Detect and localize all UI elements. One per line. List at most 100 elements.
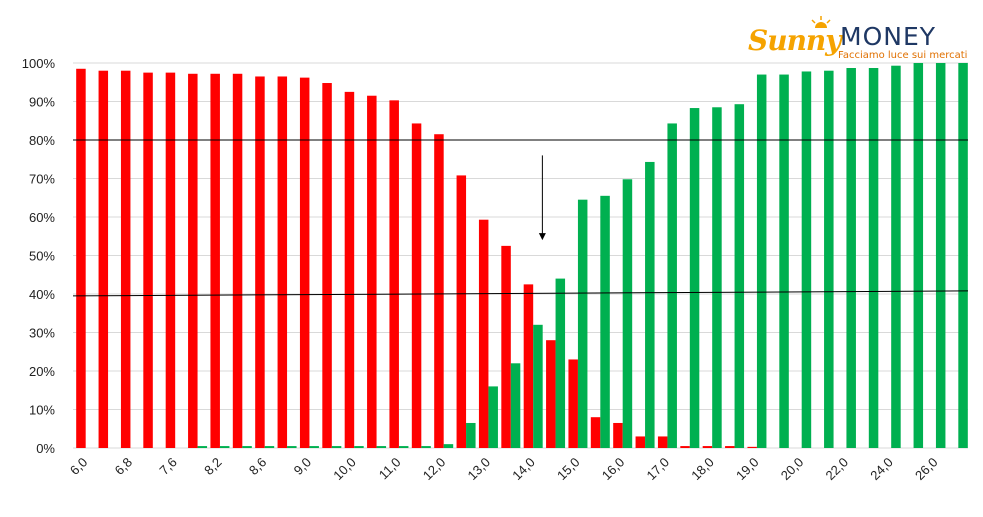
bar-green bbox=[577, 199, 588, 448]
x-tick-label: 8,2 bbox=[201, 455, 224, 478]
bar-green bbox=[264, 446, 275, 448]
bar-red bbox=[568, 359, 578, 448]
bar-green bbox=[331, 446, 342, 448]
logo-brand-right: MONEY bbox=[840, 22, 937, 51]
bar-green bbox=[645, 161, 655, 448]
bar-red bbox=[389, 100, 399, 448]
x-tick-label: 10,0 bbox=[330, 455, 359, 484]
sun-icon bbox=[811, 16, 831, 28]
bar-green bbox=[779, 74, 789, 449]
bar-green bbox=[533, 324, 543, 448]
bar-red bbox=[367, 95, 377, 448]
bar-green bbox=[712, 107, 722, 449]
bar-green bbox=[354, 446, 364, 448]
bar-green bbox=[868, 68, 879, 448]
bar-red bbox=[590, 417, 601, 448]
bar-green bbox=[913, 63, 924, 448]
bar-green bbox=[398, 446, 409, 448]
bar-red bbox=[478, 219, 489, 448]
bar-red bbox=[232, 73, 243, 448]
bar-green bbox=[622, 179, 633, 448]
bar-red bbox=[165, 72, 176, 448]
bar-green bbox=[824, 70, 834, 448]
y-tick-label: 0% bbox=[36, 441, 55, 456]
y-tick-label: 70% bbox=[29, 172, 55, 187]
y-tick-label: 100% bbox=[22, 56, 56, 71]
y-tick-label: 20% bbox=[29, 364, 55, 379]
bar-red bbox=[523, 284, 534, 448]
bar-red bbox=[120, 70, 131, 448]
bar-green bbox=[309, 446, 319, 448]
bar-green bbox=[689, 108, 700, 449]
bar-green bbox=[443, 444, 454, 448]
bar-red bbox=[344, 91, 355, 448]
bar-red bbox=[725, 446, 735, 448]
bar-red bbox=[501, 245, 511, 448]
y-tick-label: 30% bbox=[29, 326, 55, 341]
x-tick-label: 15,0 bbox=[554, 455, 583, 484]
bar-red bbox=[76, 68, 86, 449]
x-tick-label: 18,0 bbox=[688, 455, 717, 484]
y-tick-label: 40% bbox=[29, 287, 55, 302]
bar-green bbox=[287, 446, 297, 448]
bar-red bbox=[188, 73, 198, 448]
bar-red bbox=[747, 446, 757, 448]
bar-green bbox=[488, 386, 498, 448]
bar-green bbox=[846, 68, 856, 448]
x-tick-label: 13,0 bbox=[465, 455, 494, 484]
bar-red bbox=[657, 436, 668, 448]
x-tick-label: 8,6 bbox=[246, 455, 269, 478]
bar-green bbox=[958, 63, 968, 448]
x-tick-label: 6,0 bbox=[67, 455, 90, 478]
bar-green bbox=[510, 363, 521, 448]
bar-green bbox=[935, 63, 946, 448]
x-tick-label: 17,0 bbox=[644, 455, 673, 484]
bar-green bbox=[219, 446, 230, 448]
x-tick-label: 6,8 bbox=[112, 455, 135, 478]
bar-green bbox=[891, 65, 901, 448]
sunny-money-logo: Sunny MONEY Facciamo luce sui mercati bbox=[748, 16, 967, 66]
logo-brand-left: Sunny bbox=[748, 24, 842, 57]
bar-green bbox=[242, 446, 252, 448]
y-tick-label: 50% bbox=[29, 249, 55, 264]
bar-red bbox=[322, 83, 332, 449]
bar-green bbox=[756, 74, 767, 449]
logo-tagline: Facciamo luce sui mercati bbox=[838, 50, 968, 61]
bar-red bbox=[635, 436, 646, 448]
x-tick-label: 12,0 bbox=[420, 455, 449, 484]
bar-red bbox=[546, 340, 556, 448]
bar-red bbox=[613, 422, 623, 448]
arrow-head bbox=[538, 233, 546, 241]
reference-line-40 bbox=[72, 290, 969, 297]
x-tick-label: 9,0 bbox=[291, 455, 314, 478]
bar-green bbox=[801, 71, 812, 448]
bar-green bbox=[667, 123, 677, 448]
bar-green bbox=[734, 104, 745, 448]
bar-red bbox=[434, 134, 444, 448]
x-tick-label: 19,0 bbox=[733, 455, 762, 484]
x-tick-label: 20,0 bbox=[778, 455, 807, 484]
bar-red bbox=[456, 175, 467, 449]
x-tick-label: 22,0 bbox=[823, 455, 852, 484]
y-tick-label: 60% bbox=[29, 210, 55, 225]
x-tick-label: 7,6 bbox=[156, 455, 179, 478]
x-tick-label: 24,0 bbox=[867, 455, 896, 484]
bar-red bbox=[277, 76, 288, 448]
bar-green bbox=[555, 278, 566, 448]
bar-green bbox=[421, 446, 431, 448]
bar-green bbox=[197, 446, 208, 448]
bar-red bbox=[255, 76, 265, 448]
bar-red bbox=[210, 73, 220, 448]
bar-red bbox=[143, 72, 153, 448]
bar-red bbox=[411, 123, 422, 448]
x-tick-label: 14,0 bbox=[509, 455, 538, 484]
x-tick-label: 11,0 bbox=[376, 455, 404, 483]
bar-green bbox=[376, 446, 387, 448]
bar-green bbox=[466, 422, 476, 448]
bar-red bbox=[98, 70, 109, 448]
y-tick-label: 10% bbox=[29, 403, 55, 418]
x-tick-label: 26,0 bbox=[912, 455, 941, 484]
y-tick-label: 90% bbox=[29, 95, 55, 110]
y-tick-label: 80% bbox=[29, 133, 55, 148]
